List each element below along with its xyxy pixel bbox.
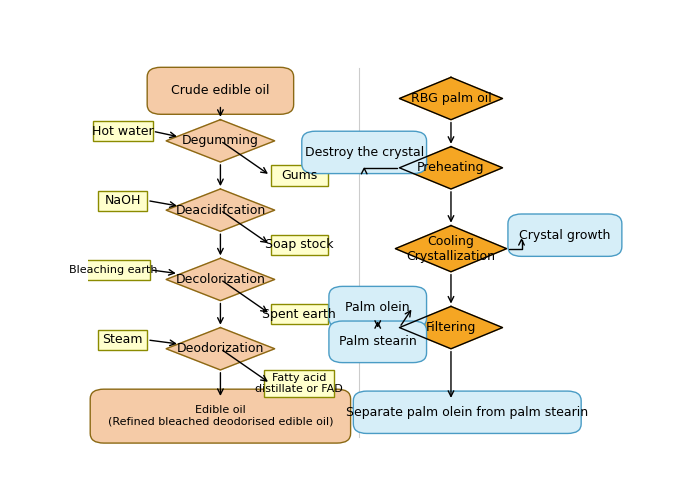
FancyBboxPatch shape <box>147 68 294 114</box>
Text: Deacidifcation: Deacidifcation <box>175 204 265 216</box>
Polygon shape <box>400 78 503 120</box>
Polygon shape <box>166 258 274 300</box>
FancyBboxPatch shape <box>264 370 335 397</box>
FancyBboxPatch shape <box>93 121 153 141</box>
Polygon shape <box>166 328 274 370</box>
Text: Hot water: Hot water <box>92 124 153 138</box>
FancyBboxPatch shape <box>271 166 328 186</box>
Text: Bleaching earth: Bleaching earth <box>69 265 158 275</box>
FancyBboxPatch shape <box>302 131 426 174</box>
Text: Edible oil
(Refined bleached deodorised edible oil): Edible oil (Refined bleached deodorised … <box>108 406 333 427</box>
Text: Destroy the crystal: Destroy the crystal <box>304 146 424 159</box>
FancyBboxPatch shape <box>508 214 622 256</box>
Text: Deodorization: Deodorization <box>176 342 264 355</box>
Text: Spent earth: Spent earth <box>262 308 336 320</box>
Text: Decolorization: Decolorization <box>176 273 265 286</box>
Polygon shape <box>395 226 507 272</box>
FancyBboxPatch shape <box>329 286 426 328</box>
Text: Crude edible oil: Crude edible oil <box>172 84 270 98</box>
Text: Filtering: Filtering <box>426 321 476 334</box>
Polygon shape <box>400 306 503 349</box>
FancyBboxPatch shape <box>271 235 328 255</box>
Text: Steam: Steam <box>102 334 143 346</box>
FancyBboxPatch shape <box>354 391 581 434</box>
FancyBboxPatch shape <box>98 190 147 210</box>
Text: Cooling
Crystallization: Cooling Crystallization <box>407 234 496 262</box>
Text: Fatty acid
distillate or FAD: Fatty acid distillate or FAD <box>256 372 343 394</box>
FancyBboxPatch shape <box>271 304 328 324</box>
Text: Separate palm olein from palm stearin: Separate palm olein from palm stearin <box>346 406 588 419</box>
Text: Degumming: Degumming <box>182 134 259 147</box>
FancyBboxPatch shape <box>77 260 150 280</box>
Text: RBG palm oil: RBG palm oil <box>411 92 491 105</box>
Text: Soap stock: Soap stock <box>265 238 333 252</box>
Text: Preheating: Preheating <box>417 162 484 174</box>
Text: NaOH: NaOH <box>104 194 141 207</box>
Text: Gums: Gums <box>281 169 317 182</box>
Text: Palm olein: Palm olein <box>345 300 410 314</box>
Polygon shape <box>400 146 503 189</box>
FancyBboxPatch shape <box>329 321 426 362</box>
Polygon shape <box>166 189 274 232</box>
FancyBboxPatch shape <box>98 330 147 350</box>
FancyBboxPatch shape <box>90 389 351 443</box>
Polygon shape <box>166 120 274 162</box>
Text: Palm stearin: Palm stearin <box>339 336 416 348</box>
Text: Crystal growth: Crystal growth <box>519 228 610 241</box>
